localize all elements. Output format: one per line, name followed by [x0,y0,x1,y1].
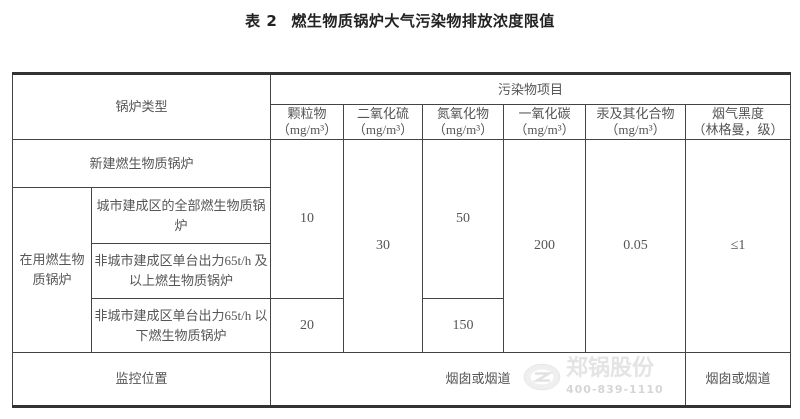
column-header: 氮氧化物 （mg/m³） [422,104,505,140]
in-use-subtype: 非城市建成区单台出力65t/h 及以上燃生物质锅炉 [90,243,272,299]
column-header: 烟气黑度 （林格曼，级） [685,104,792,140]
monitor-value-smoke: 烟囱或烟道 [685,352,792,407]
nox-value: 50 [422,139,505,299]
table-title: 表 2 燃生物质锅炉大气污染物排放浓度限值 [245,12,555,30]
monitor-label: 监控位置 [11,352,272,407]
in-use-subtype: 非城市建成区单台出力65t/h 以下燃生物质锅炉 [90,298,272,353]
pollutant-group-header: 污染物项目 [270,73,792,105]
nox-value-lower: 150 [422,298,505,353]
boiler-type-header: 锅炉类型 [11,73,272,140]
hg-value: 0.05 [585,139,687,353]
so2-value: 30 [343,139,424,353]
pm-value-lower: 20 [270,298,345,353]
emission-limits-table: 锅炉类型 污染物项目 颗粒物 （mg/m³） 二氧化硫 （mg/m³） 氮氧化物 （m… [11,72,792,408]
in-use-boiler-label: 在用燃生物质锅炉 [12,187,92,353]
smoke-value: ≤1 [685,139,792,353]
column-header: 汞及其化合物 （mg/m³） [585,104,687,140]
column-header: 二氧化硫 （mg/m³） [343,104,424,140]
column-header: 一氧化碳 （mg/m³） [503,104,587,140]
in-use-subtype: 城市建成区的全部燃生物质锅炉 [90,187,272,244]
new-boiler-label: 新建燃生物质锅炉 [11,139,272,188]
monitor-value: 烟囱或烟道 [270,352,687,407]
co-value: 200 [503,139,587,353]
pm-value: 10 [270,139,345,299]
column-header: 颗粒物 （mg/m³） [270,104,345,140]
